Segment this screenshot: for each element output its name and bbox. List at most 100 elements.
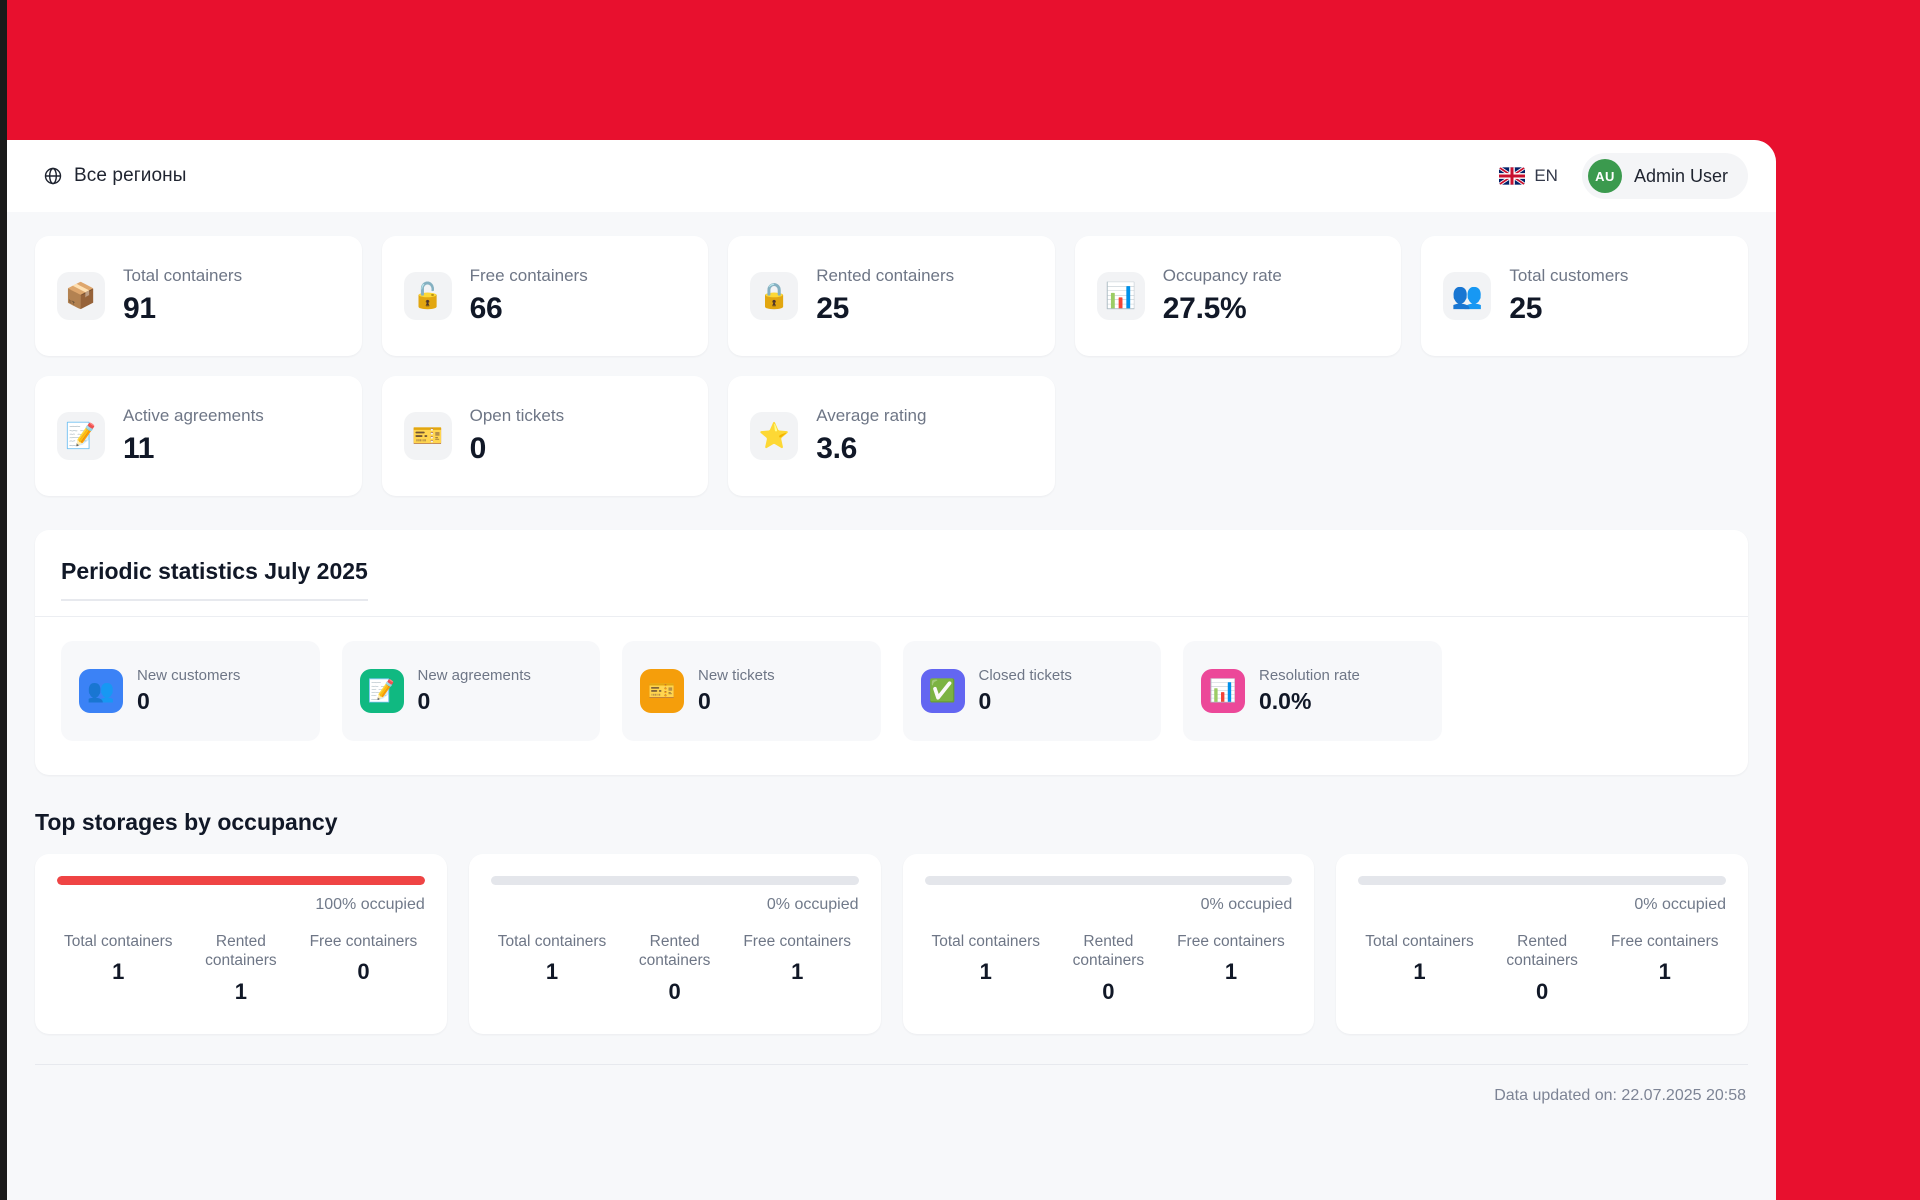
kpi-card-total-containers[interactable]: 📦 Total containers 91 [35, 236, 362, 356]
kpi-value: 0 [469, 432, 487, 465]
kpi-card-open-tickets[interactable]: 🎫 Open tickets 0 [381, 376, 709, 496]
region-selector[interactable]: Все регионы [43, 165, 187, 187]
storage-stat-label: Rented containers [205, 933, 277, 970]
kpi-value: 27.5% [1162, 292, 1247, 325]
kpi-value: 3.6 [816, 432, 857, 465]
ticket-icon: 🎫 [640, 669, 684, 713]
bar-chart-icon: 📊 [1096, 272, 1145, 320]
storage-card[interactable]: 0% occupied Total containers 1 Rented co… [902, 854, 1315, 1034]
storage-stat-value: 1 [545, 959, 559, 985]
storage-stat-rented: Rented containers 0 [1481, 932, 1604, 1005]
region-label: Все регионы [74, 165, 187, 186]
occupancy-bar-fill [57, 876, 425, 885]
storage-stat-total: Total containers 1 [925, 932, 1048, 1005]
storage-stat-label: Free containers [309, 933, 418, 950]
occupancy-label: 0% occupied [1634, 896, 1726, 913]
kpi-label: Free containers [469, 266, 588, 285]
kpi-value: 66 [469, 292, 503, 325]
storage-stat-rented: Rented containers 0 [1047, 932, 1170, 1005]
language-switcher[interactable]: EN [1489, 160, 1568, 192]
storage-stat-value: 0 [357, 959, 370, 985]
kpi-grid-row-2: 📝 Active agreements 11 🎫 Open tickets 0 … [35, 376, 1748, 496]
topbar-right-group: EN AU Admin User [1489, 153, 1748, 199]
kpi-label: Open tickets [469, 406, 565, 425]
people-icon: 👥 [1443, 272, 1492, 320]
storage-stats: Total containers 1 Rented containers 1 F… [57, 932, 425, 1005]
storage-stat-label: Free containers [1177, 933, 1285, 950]
storage-stat-value: 1 [1413, 959, 1426, 985]
occupancy-bar-track [1358, 876, 1726, 885]
storage-stat-value: 1 [1658, 959, 1671, 985]
storage-stats: Total containers 1 Rented containers 0 F… [925, 932, 1293, 1005]
periodic-divider [35, 616, 1748, 617]
periodic-grid-filler [1464, 641, 1723, 741]
kpi-grid-filler [1075, 376, 1402, 496]
kpi-card-occupancy-rate[interactable]: 📊 Occupancy rate 27.5% [1074, 236, 1402, 356]
periodic-card-resolution-rate[interactable]: 📊 Resolution rate 0.0% [1183, 641, 1442, 741]
uk-flag-icon [1499, 167, 1526, 185]
periodic-card-new-tickets[interactable]: 🎫 New tickets 0 [622, 641, 881, 741]
kpi-label: Rented containers [816, 266, 955, 285]
kpi-grid-filler [1421, 376, 1748, 496]
periodic-statistics-panel: Periodic statistics July 2025 👥 New cust… [35, 530, 1748, 775]
globe-icon [43, 166, 63, 186]
kpi-card-total-customers[interactable]: 👥 Total customers 25 [1421, 236, 1748, 356]
storage-card[interactable]: 0% occupied Total containers 1 Rented co… [468, 854, 881, 1034]
storage-stat-label: Free containers [743, 933, 852, 950]
periodic-card-label: Closed tickets [978, 667, 1072, 684]
storage-stat-total: Total containers 1 [57, 932, 180, 1005]
ticket-icon: 🎫 [403, 412, 452, 460]
package-icon: 📦 [57, 272, 105, 320]
kpi-value: 25 [1509, 292, 1543, 325]
memo-icon: 📝 [57, 412, 105, 460]
storage-stat-label: Total containers [497, 933, 607, 950]
periodic-card-value: 0 [698, 688, 711, 714]
check-mark-icon: ✅ [920, 669, 965, 713]
user-menu[interactable]: AU Admin User [1581, 153, 1748, 199]
user-name: Admin User [1633, 165, 1728, 186]
periodic-card-value: 0 [978, 688, 992, 714]
kpi-value: 25 [816, 292, 849, 325]
storage-stat-value: 1 [112, 959, 125, 985]
storage-stats: Total containers 1 Rented containers 0 F… [491, 932, 859, 1005]
periodic-card-new-customers[interactable]: 👥 New customers 0 [61, 641, 320, 741]
open-lock-icon: 🔓 [403, 272, 452, 320]
storage-stat-value: 1 [1224, 959, 1238, 985]
storage-stat-rented: Rented containers 0 [613, 932, 736, 1005]
periodic-card-label: New tickets [698, 667, 775, 684]
storage-card[interactable]: 100% occupied Total containers 1 Rented … [35, 854, 447, 1034]
occupancy-bar-track [57, 876, 425, 885]
periodic-statistics-title: Periodic statistics July 2025 [61, 558, 368, 601]
storage-stat-free: Free containers 1 [1603, 932, 1726, 1005]
kpi-card-free-containers[interactable]: 🔓 Free containers 66 [381, 236, 709, 356]
storage-stat-label: Rented containers [1506, 933, 1578, 970]
language-code: EN [1534, 166, 1558, 185]
kpi-card-rented-containers[interactable]: 🔒 Rented containers 25 [728, 236, 1055, 356]
kpi-label: Average rating [816, 406, 927, 425]
storage-stat-total: Total containers 1 [491, 932, 614, 1005]
periodic-card-new-agreements[interactable]: 📝 New agreements 0 [341, 641, 600, 741]
people-icon: 👥 [79, 669, 123, 713]
storage-stat-value: 1 [234, 978, 247, 1004]
lock-icon: 🔒 [750, 272, 799, 320]
storage-card[interactable]: 0% occupied Total containers 1 Rented co… [1336, 854, 1748, 1034]
periodic-card-label: New customers [137, 667, 241, 684]
periodic-statistics-grid: 👥 New customers 0 📝 New agreements 0 🎫 [35, 617, 1748, 775]
kpi-card-average-rating[interactable]: ⭐ Average rating 3.6 [728, 376, 1055, 496]
periodic-card-value: 0.0% [1259, 688, 1312, 714]
storage-stat-label: Rented containers [638, 933, 711, 970]
top-storages-title: Top storages by occupancy [35, 809, 338, 835]
top-storages-grid: 1 0 0% occupied Total containers 1 Rented … [35, 854, 1748, 1034]
storage-stats: Total containers 1 Rented containers 0 F… [1358, 932, 1726, 1005]
kpi-card-active-agreements[interactable]: 📝 Active agreements 11 [35, 376, 362, 496]
storage-stat-label: Total containers [64, 933, 173, 950]
periodic-statistics-header: Periodic statistics July 2025 [35, 530, 1748, 616]
storage-stat-value: 1 [979, 959, 992, 985]
kpi-label: Total containers [123, 266, 243, 285]
main-content: 📦 Total containers 91 🔓 Free containers … [7, 212, 1776, 1034]
kpi-label: Active agreements [123, 406, 264, 425]
periodic-card-value: 0 [417, 688, 431, 714]
periodic-card-closed-tickets[interactable]: ✅ Closed tickets 0 [902, 641, 1161, 741]
storage-stat-rented: Rented containers 1 [180, 932, 303, 1005]
left-edge-strip [0, 0, 7, 1200]
